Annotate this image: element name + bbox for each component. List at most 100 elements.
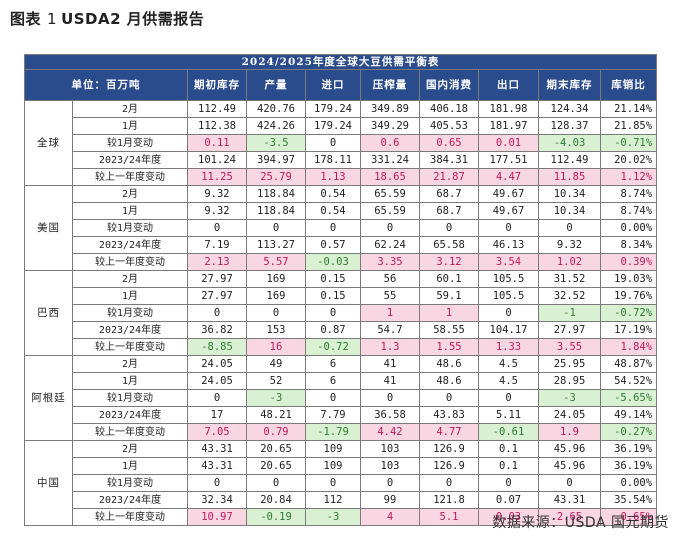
data-cell: 0 (419, 474, 479, 492)
data-cell: -3 (538, 389, 601, 407)
data-cell: 41 (360, 355, 420, 373)
data-cell: 7.19 (187, 236, 247, 254)
data-cell: -3.5 (246, 134, 306, 152)
data-cell: 43.31 (187, 457, 247, 475)
data-cell: 17 (187, 406, 247, 424)
data-cell: 52 (246, 372, 306, 390)
data-cell: 0 (419, 389, 479, 407)
data-cell: 4.77 (419, 423, 479, 441)
data-cell: 21.85% (599, 117, 658, 135)
data-cell: 0 (478, 219, 539, 237)
data-cell: 0 (187, 474, 247, 492)
data-cell: 112.38 (187, 117, 247, 135)
data-cell: -0.72 (305, 338, 361, 356)
data-cell: 46.13 (478, 236, 539, 254)
region-name: 全球 (24, 100, 73, 186)
row-label: 较1月变动 (72, 474, 188, 492)
data-cell: 0.1 (478, 457, 539, 475)
table-row: 较1月变动 0.11 -3.5 0 0.6 0.65 0.01 -4.03 -0.71% (25, 134, 658, 152)
data-cell: 0.57 (305, 236, 361, 254)
figure-title: 图表 1 USDA2 月供需报告 (10, 8, 204, 29)
data-cell: 0.39% (599, 253, 658, 271)
data-cell: 4.5 (478, 372, 539, 390)
data-cell: -4.03 (538, 134, 601, 152)
data-cell: 0.00% (599, 474, 658, 492)
data-cell: 103 (360, 440, 420, 458)
data-cell: 1.9 (538, 423, 601, 441)
data-cell: 45.96 (538, 440, 601, 458)
data-cell: 101.24 (187, 151, 247, 169)
data-cell: -3 (246, 389, 306, 407)
table-title: 2024/2025年度全球大豆供需平衡表 (23, 54, 658, 70)
data-cell: 7.79 (305, 406, 361, 424)
data-cell: 9.32 (187, 202, 247, 220)
data-cell: 21.14% (599, 100, 658, 118)
data-cell: 55 (360, 287, 420, 305)
data-cell: 45.96 (538, 457, 601, 475)
data-cell: 49.67 (478, 185, 539, 203)
data-cell: -0.61 (478, 423, 539, 441)
row-label: 2月 (72, 440, 188, 458)
table-row: 2023/24年度 7.19 113.27 0.57 62.24 65.58 46.13 9.… (25, 236, 658, 254)
data-cell: 20.65 (246, 457, 306, 475)
data-cell: 68.7 (419, 185, 479, 203)
data-cell: 169 (246, 287, 306, 305)
data-cell: 18.65 (360, 168, 420, 186)
data-cell: 118.84 (246, 202, 306, 220)
table-row: 1月 9.32 118.84 0.54 65.59 68.7 49.67 10.34 8.74% (25, 202, 658, 220)
data-cell: 28.95 (538, 372, 601, 390)
table-row: 2023/24年度 36.82 153 0.87 54.7 58.55 104.17 27.9… (25, 321, 658, 339)
data-cell: 0.15 (305, 287, 361, 305)
data-cell: 7.05 (187, 423, 247, 441)
data-cell: 0.65% (599, 508, 658, 526)
row-label: 较1月变动 (72, 219, 188, 237)
unit-header: 单位：百万吨 (24, 69, 188, 101)
data-cell: 36.19% (599, 457, 658, 475)
data-cell: 8.74% (599, 185, 658, 203)
column-header: 出口 (478, 69, 539, 101)
data-cell: 0.54 (305, 185, 361, 203)
data-cell: 1.3 (360, 338, 420, 356)
data-cell: 1.02 (538, 253, 601, 271)
data-cell: 0 (538, 219, 601, 237)
data-cell: 32.52 (538, 287, 601, 305)
row-label: 2月 (72, 100, 188, 118)
data-cell: 43.83 (419, 406, 479, 424)
data-cell: 5.57 (246, 253, 306, 271)
data-cell: 3.55 (538, 338, 601, 356)
data-cell: 178.11 (305, 151, 361, 169)
source-note: 数据来源：USDA 国元期货 (492, 515, 669, 531)
data-cell: 3.35 (360, 253, 420, 271)
data-cell: 349.89 (360, 100, 420, 118)
data-cell: 54.7 (360, 321, 420, 339)
data-cell: 31.52 (538, 270, 601, 288)
data-cell: 19.76% (599, 287, 658, 305)
table-body: 全球 2月 112.49 420.76 179.24 349.89 406.18 181.98… (24, 100, 658, 526)
table-row: 较1月变动 0 -3 0 0 0 0 -3 -5.65% (25, 389, 658, 407)
data-cell: 0.15 (305, 270, 361, 288)
data-cell: 56 (360, 270, 420, 288)
table-row: 2023/24年度 101.24 394.97 178.11 331.24 384.31 1… (25, 151, 658, 169)
data-cell: 4 (360, 508, 420, 526)
row-label: 较上一年度变动 (72, 168, 188, 186)
data-cell: 112.49 (538, 151, 601, 169)
data-cell: 0 (246, 474, 306, 492)
data-cell: 6 (305, 372, 361, 390)
data-cell: 0.07 (478, 491, 539, 509)
table-row: 较上一年度变动 -8.85 16 -0.72 1.3 1.55 1.33 3.55 1.84% (25, 338, 658, 356)
figure-title-text: USDA2 月供需报告 (61, 10, 205, 28)
row-label: 1月 (72, 202, 188, 220)
data-cell: 43.31 (538, 491, 601, 509)
data-cell: 406.18 (419, 100, 479, 118)
data-cell: 331.24 (360, 151, 420, 169)
data-cell: 105.5 (478, 270, 539, 288)
data-cell: 43.31 (187, 440, 247, 458)
data-cell: 1 (360, 304, 420, 322)
data-cell: 420.76 (246, 100, 306, 118)
row-label: 2月 (72, 185, 188, 203)
data-cell: 65.59 (360, 202, 420, 220)
data-cell: 1.12% (599, 168, 658, 186)
data-cell: 1.33 (478, 338, 539, 356)
column-header: 国内消费 (419, 69, 479, 101)
table-row: 中国 2月 43.31 20.65 109 103 126.9 0.1 45.96 36.19% (24, 440, 658, 526)
